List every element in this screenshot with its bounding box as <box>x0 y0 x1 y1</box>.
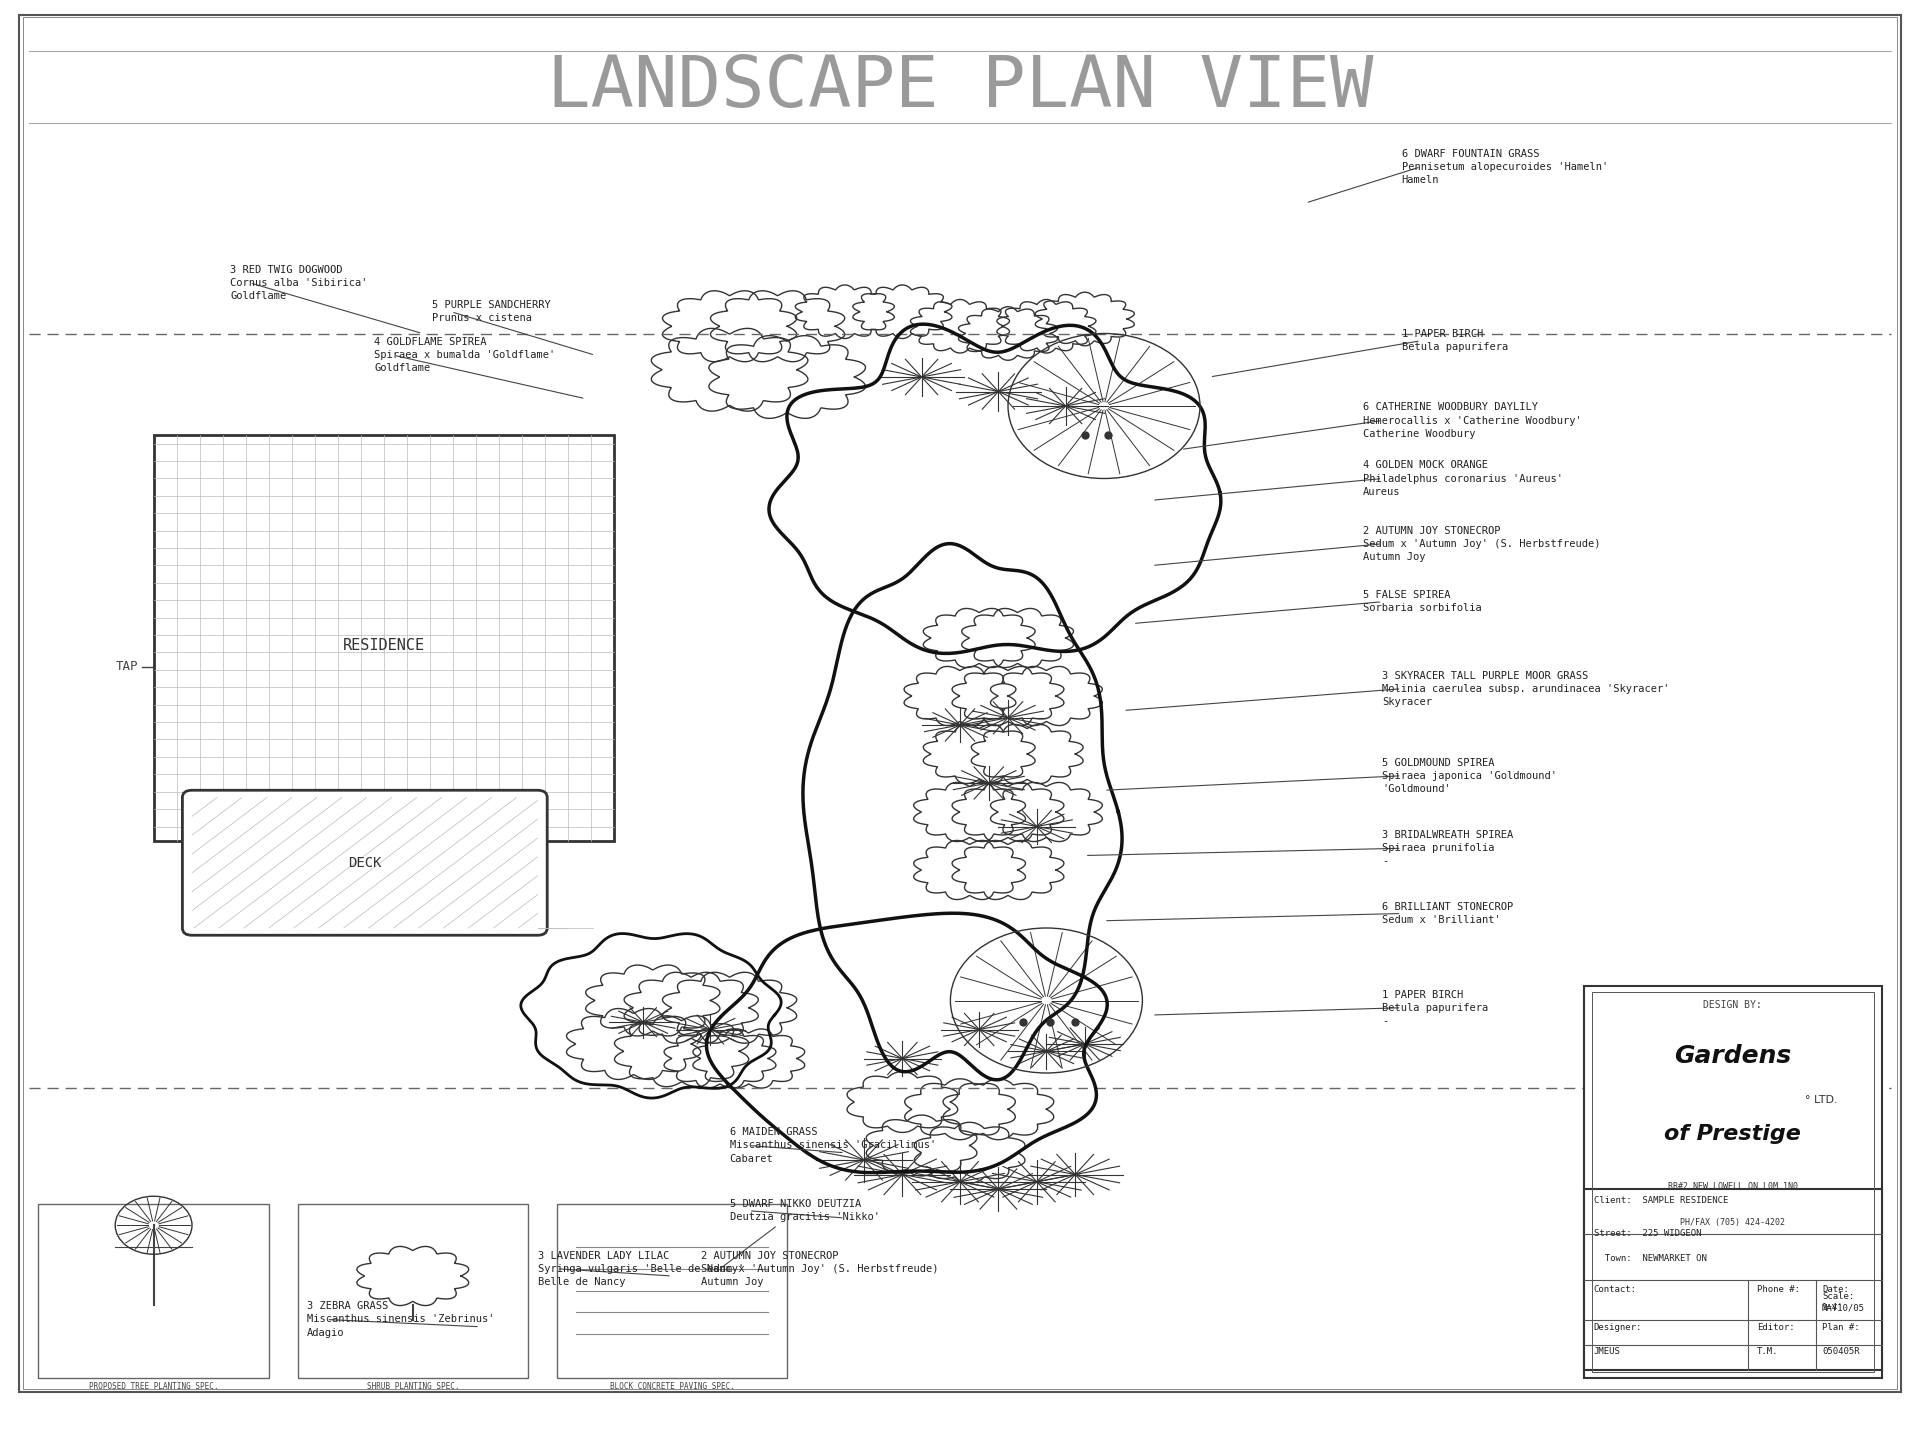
Text: PH/FAX (705) 424-4202: PH/FAX (705) 424-4202 <box>1680 1218 1786 1227</box>
Text: 6 MAIDEN GRASS
Miscanthus sinensis 'Gracillimus'
Cabaret: 6 MAIDEN GRASS Miscanthus sinensis 'Grac… <box>730 1127 935 1164</box>
Text: of Prestige: of Prestige <box>1665 1124 1801 1144</box>
Bar <box>298 1204 528 1378</box>
Text: SHRUB PLANTING SPEC.: SHRUB PLANTING SPEC. <box>367 1382 459 1391</box>
Text: 5 DWARF NIKKO DEUTZIA
Deutzia gracilis 'Nikko': 5 DWARF NIKKO DEUTZIA Deutzia gracilis '… <box>730 1199 879 1222</box>
Bar <box>1584 1189 1882 1370</box>
Bar <box>557 1204 787 1378</box>
Text: Phone #:: Phone #: <box>1757 1285 1801 1293</box>
Text: Town:  NEWMARKET ON: Town: NEWMARKET ON <box>1594 1254 1707 1263</box>
Bar <box>1592 992 1874 1372</box>
Text: JMEUS: JMEUS <box>1594 1347 1620 1356</box>
Text: 3 RED TWIG DOGWOOD
Cornus alba 'Sibirica'
Goldflame: 3 RED TWIG DOGWOOD Cornus alba 'Sibirica… <box>230 264 369 302</box>
Bar <box>154 435 614 841</box>
Text: Contact:: Contact: <box>1594 1285 1636 1293</box>
Text: 3 LAVENDER LADY LILAC
Syringa vulgaris 'Belle de Nancy'
Belle de Nancy: 3 LAVENDER LADY LILAC Syringa vulgaris '… <box>538 1250 743 1288</box>
Text: RESIDENCE: RESIDENCE <box>344 638 424 652</box>
Text: 1 PAPER BIRCH
Betula papurifera: 1 PAPER BIRCH Betula papurifera <box>1402 329 1507 352</box>
Text: Gardens: Gardens <box>1674 1044 1791 1069</box>
Text: 5 FALSE SPIREA
Sorbaria sorbifolia: 5 FALSE SPIREA Sorbaria sorbifolia <box>1363 590 1482 613</box>
Text: Plan #:: Plan #: <box>1822 1322 1859 1333</box>
Text: 2 AUTUMN JOY STONECROP
Sedum x 'Autumn Joy' (S. Herbstfreude)
Autumn Joy: 2 AUTUMN JOY STONECROP Sedum x 'Autumn J… <box>701 1250 939 1288</box>
Text: Street:  225 WIDGEON: Street: 225 WIDGEON <box>1594 1228 1701 1238</box>
Text: Client:  SAMPLE RESIDENCE: Client: SAMPLE RESIDENCE <box>1594 1196 1728 1205</box>
Bar <box>1584 986 1882 1378</box>
Text: 050405R: 050405R <box>1822 1347 1859 1356</box>
Text: Designer:: Designer: <box>1594 1322 1642 1333</box>
Text: PROPOSED TREE PLANTING SPEC.: PROPOSED TREE PLANTING SPEC. <box>88 1382 219 1391</box>
Text: TAP: TAP <box>115 661 138 673</box>
Text: Date:: Date: <box>1822 1285 1849 1293</box>
Text: 3 SKYRACER TALL PURPLE MOOR GRASS
Molinia caerulea subsp. arundinacea 'Skyracer': 3 SKYRACER TALL PURPLE MOOR GRASS Molini… <box>1382 670 1670 708</box>
Text: 4 GOLDFLAME SPIREA
Spiraea x bumalda 'Goldflame'
Goldflame: 4 GOLDFLAME SPIREA Spiraea x bumalda 'Go… <box>374 336 555 374</box>
Text: BLOCK CONCRETE PAVING SPEC.: BLOCK CONCRETE PAVING SPEC. <box>609 1382 735 1391</box>
Text: 1 PAPER BIRCH
Betula papurifera
-: 1 PAPER BIRCH Betula papurifera - <box>1382 989 1488 1027</box>
Text: Editor:: Editor: <box>1757 1322 1795 1333</box>
Text: Scale:
1=4': Scale: 1=4' <box>1822 1292 1855 1312</box>
Text: 5 GOLDMOUND SPIREA
Spiraea japonica 'Goldmound'
'Goldmound': 5 GOLDMOUND SPIREA Spiraea japonica 'Gol… <box>1382 757 1557 795</box>
Text: LANDSCAPE PLAN VIEW: LANDSCAPE PLAN VIEW <box>547 52 1373 122</box>
Text: RR#2 NEW LOWELL ON L0M 1N0: RR#2 NEW LOWELL ON L0M 1N0 <box>1668 1182 1797 1190</box>
FancyBboxPatch shape <box>182 790 547 935</box>
Text: 4 GOLDEN MOCK ORANGE
Philadelphus coronarius 'Aureus'
Aureus: 4 GOLDEN MOCK ORANGE Philadelphus corona… <box>1363 460 1563 497</box>
Text: MAY10/05: MAY10/05 <box>1822 1304 1864 1312</box>
Text: 3 ZEBRA GRASS
Miscanthus sinensis 'Zebrinus'
Adagio: 3 ZEBRA GRASS Miscanthus sinensis 'Zebri… <box>307 1301 495 1338</box>
Text: 5 PURPLE SANDCHERRY
Prunus x cistena: 5 PURPLE SANDCHERRY Prunus x cistena <box>432 300 551 323</box>
Text: DECK: DECK <box>348 856 382 870</box>
Text: 2 AUTUMN JOY STONECROP
Sedum x 'Autumn Joy' (S. Herbstfreude)
Autumn Joy: 2 AUTUMN JOY STONECROP Sedum x 'Autumn J… <box>1363 525 1601 563</box>
Text: 6 DWARF FOUNTAIN GRASS
Pennisetum alopecuroides 'Hameln'
Hameln: 6 DWARF FOUNTAIN GRASS Pennisetum alopec… <box>1402 148 1607 186</box>
Text: DESIGN BY:: DESIGN BY: <box>1703 1000 1763 1011</box>
Text: T.M.: T.M. <box>1757 1347 1778 1356</box>
Bar <box>38 1204 269 1378</box>
Text: 3 BRIDALWREATH SPIREA
Spiraea prunifolia
-: 3 BRIDALWREATH SPIREA Spiraea prunifolia… <box>1382 829 1513 867</box>
Text: ° LTD.: ° LTD. <box>1805 1095 1837 1105</box>
Text: 6 BRILLIANT STONECROP
Sedum x 'Brilliant': 6 BRILLIANT STONECROP Sedum x 'Brilliant… <box>1382 902 1513 925</box>
Text: 6 CATHERINE WOODBURY DAYLILY
Hemerocallis x 'Catherine Woodbury'
Catherine Woodb: 6 CATHERINE WOODBURY DAYLILY Hemerocalli… <box>1363 402 1582 439</box>
